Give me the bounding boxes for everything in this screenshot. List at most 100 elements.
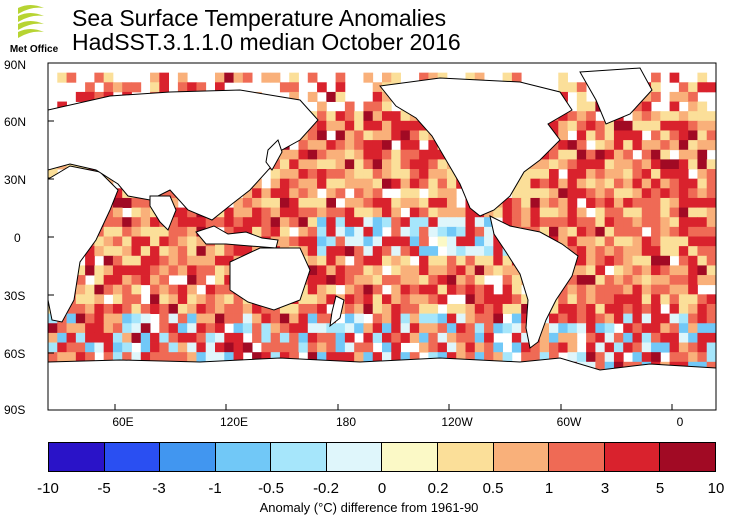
anomaly-cell — [307, 284, 318, 295]
anomaly-cell — [270, 197, 281, 208]
anomaly-cell — [419, 255, 429, 266]
anomaly-cell — [94, 323, 105, 334]
anomaly-cell — [159, 313, 170, 324]
anomaly-cell — [651, 169, 661, 180]
anomaly-cell — [326, 275, 337, 286]
anomaly-cell — [521, 294, 531, 305]
anomaly-cell — [595, 140, 606, 151]
anomaly-cell — [307, 72, 318, 83]
anomaly-cell — [586, 246, 596, 257]
anomaly-cell — [298, 236, 309, 247]
anomaly-cell — [317, 140, 327, 151]
anomaly-cell — [567, 178, 578, 189]
anomaly-cell — [298, 303, 309, 315]
anomaly-cell — [484, 217, 494, 228]
anomaly-cell — [669, 197, 680, 208]
anomaly-cell — [678, 207, 689, 218]
anomaly-cell — [456, 265, 466, 276]
anomaly-cell — [456, 342, 466, 353]
anomaly-cell — [103, 265, 114, 276]
anomaly-cell — [344, 178, 355, 189]
anomaly-cell — [586, 255, 596, 266]
anomaly-cell — [168, 226, 179, 237]
anomaly-cell — [623, 159, 633, 170]
anomaly-cell — [205, 217, 216, 228]
anomaly-cell — [697, 207, 708, 218]
anomaly-cell — [502, 323, 513, 334]
anomaly-cell — [326, 217, 337, 228]
anomaly-cell — [511, 342, 522, 353]
anomaly-cell — [549, 197, 559, 208]
anomaly-cell — [409, 169, 420, 180]
anomaly-cell — [660, 188, 671, 199]
anomaly-cell — [215, 72, 225, 83]
anomaly-cell — [706, 332, 716, 343]
anomaly-cell — [576, 255, 587, 266]
anomaly-cell — [354, 149, 364, 160]
anomaly-cell — [530, 352, 541, 363]
anomaly-cell — [307, 255, 318, 266]
anomaly-cell — [270, 332, 281, 343]
anomaly-cell — [409, 246, 420, 257]
anomaly-cell — [215, 82, 225, 93]
anomaly-cell — [409, 197, 420, 208]
anomaly-cell — [706, 313, 716, 324]
anomaly-cell — [428, 294, 439, 305]
anomaly-cell — [623, 284, 633, 295]
anomaly-cell — [586, 178, 596, 189]
anomaly-cell — [168, 236, 179, 247]
anomaly-cell — [261, 72, 272, 83]
anomaly-cell — [261, 188, 272, 199]
anomaly-cell — [94, 342, 105, 353]
anomaly-cell — [382, 120, 392, 131]
anomaly-cell — [428, 313, 439, 324]
anomaly-cell — [428, 255, 439, 266]
anomaly-cell — [224, 226, 234, 237]
anomaly-cell — [335, 149, 346, 160]
anomaly-cell — [150, 352, 160, 363]
anomaly-cell — [354, 275, 364, 286]
anomaly-cell — [502, 207, 513, 218]
anomaly-cell — [623, 342, 633, 353]
anomaly-cell — [140, 313, 151, 324]
anomaly-cell — [224, 217, 234, 228]
anomaly-cell — [131, 323, 142, 334]
anomaly-cell — [363, 342, 374, 353]
anomaly-cell — [215, 294, 225, 305]
anomaly-cell — [400, 352, 411, 363]
anomaly-cell — [344, 226, 355, 237]
anomaly-cell — [307, 323, 318, 334]
anomaly-cell — [669, 265, 680, 276]
anomaly-cell — [613, 303, 624, 315]
anomaly-cell — [706, 255, 716, 266]
anomaly-cell — [660, 120, 671, 131]
lon-label-0: 0 — [676, 415, 684, 429]
anomaly-cell — [224, 255, 234, 266]
anomaly-cell — [688, 101, 698, 112]
land-masses — [48, 67, 716, 410]
anomaly-cell — [558, 207, 568, 218]
colorbar-tick: -0.5 — [258, 480, 284, 497]
anomaly-cell — [289, 82, 299, 93]
anomaly-cell — [354, 303, 364, 315]
anomaly-cell — [428, 352, 439, 363]
anomaly-cell — [604, 140, 615, 151]
anomaly-cell — [372, 236, 383, 247]
anomaly-cell — [335, 342, 346, 353]
anomaly-cell — [409, 226, 420, 237]
anomaly-cell — [669, 352, 680, 363]
anomaly-cell — [493, 265, 504, 276]
anomaly-cell — [140, 217, 151, 228]
anomaly-cell — [595, 275, 606, 286]
anomaly-cell — [344, 207, 355, 218]
anomaly-cell — [558, 303, 568, 315]
anomaly-cell — [317, 323, 327, 334]
anomaly-cell — [613, 169, 624, 180]
anomaly-cell — [632, 130, 643, 141]
anomaly-cell — [706, 169, 716, 180]
anomaly-cell — [400, 178, 411, 189]
anomaly-cell — [446, 275, 457, 286]
anomaly-cell — [586, 188, 596, 199]
anomaly-cell — [567, 149, 578, 160]
anomaly-cell — [465, 352, 476, 363]
